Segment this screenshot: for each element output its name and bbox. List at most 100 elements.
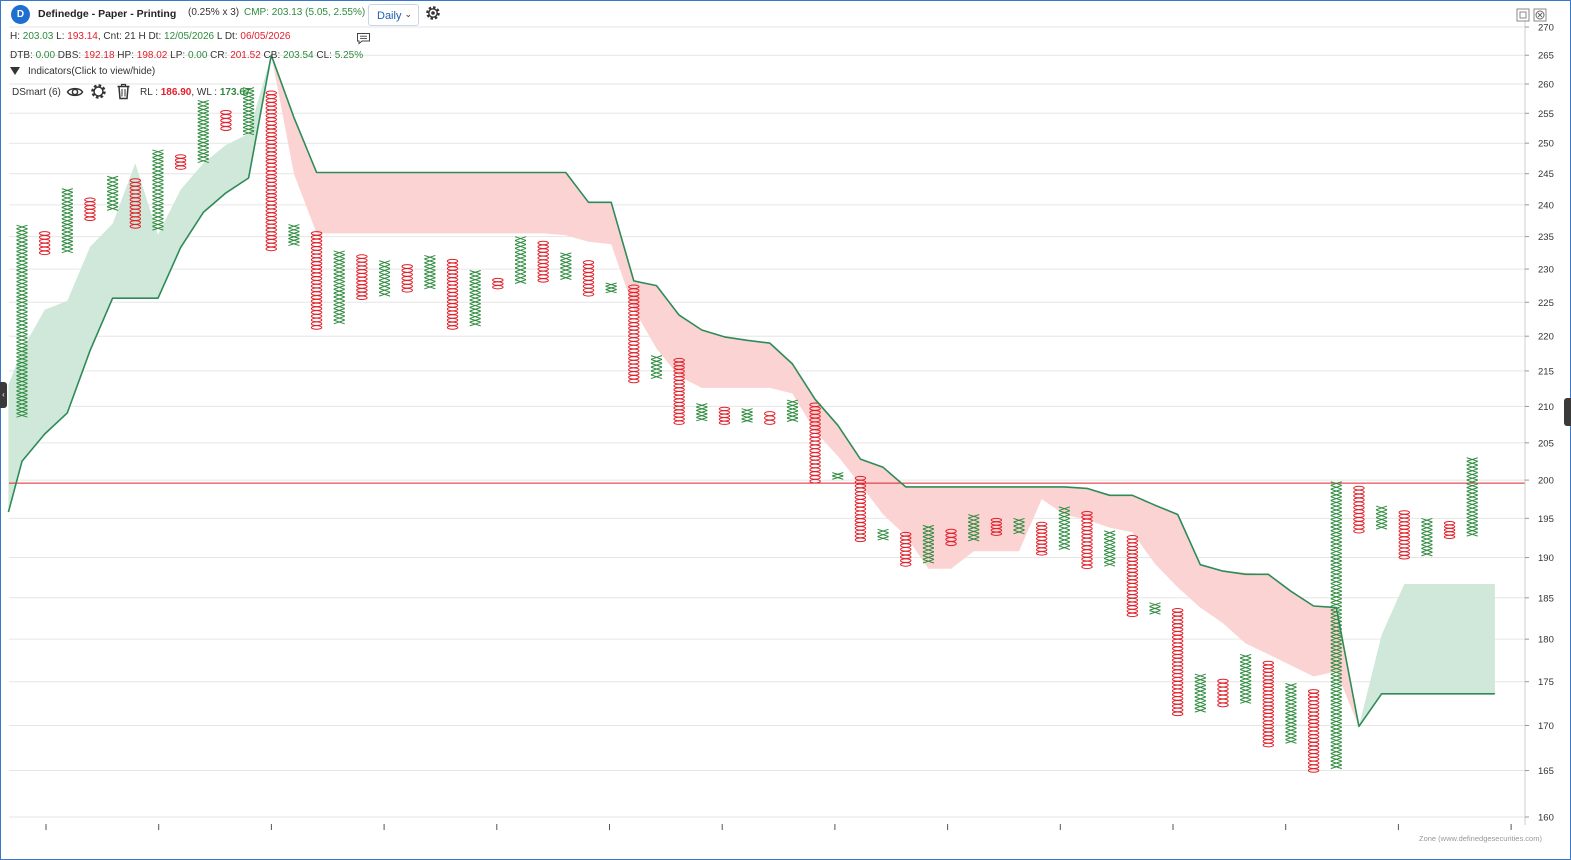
x-box	[1149, 606, 1161, 611]
o-box	[446, 314, 459, 319]
x-box	[152, 218, 164, 223]
dsmart-indicator-label: DSmart (6)	[12, 87, 61, 98]
x-box	[469, 318, 481, 323]
x-box	[1330, 756, 1342, 762]
o-box	[38, 231, 51, 236]
o-box	[310, 291, 323, 296]
o-box	[628, 325, 640, 331]
x-box	[16, 251, 28, 256]
x-box	[152, 222, 164, 227]
x-box	[469, 314, 481, 319]
x-box	[469, 270, 481, 275]
gear-icon[interactable]	[425, 5, 441, 21]
popout-icon[interactable]	[1516, 8, 1530, 22]
o-box	[1262, 694, 1275, 699]
x-box	[1330, 579, 1342, 584]
x-box	[1330, 677, 1342, 683]
x-box	[1104, 534, 1116, 540]
x-box	[469, 292, 481, 297]
o-box	[1262, 660, 1275, 666]
o-box	[38, 234, 51, 240]
x-box	[16, 398, 28, 403]
o-box	[356, 258, 368, 263]
wl-value: 173.67	[219, 87, 251, 98]
o-box	[446, 295, 459, 301]
x-box	[61, 225, 73, 231]
x-box	[197, 114, 209, 120]
o-box	[1081, 560, 1093, 566]
timeframe-select[interactable]: Daily ⌄	[368, 4, 419, 26]
o-box	[1307, 734, 1320, 739]
x-box	[16, 326, 28, 331]
x-box	[333, 315, 345, 321]
x-box	[1058, 537, 1071, 543]
gear-icon[interactable]	[90, 83, 107, 100]
expand-panel-handle[interactable]	[1564, 398, 1571, 426]
current-market-price: CMP: 203.13 (5.05, 2.55%)	[244, 7, 366, 18]
x-box	[333, 304, 345, 309]
x-box	[922, 524, 935, 530]
x-box	[424, 262, 436, 267]
x-box	[1239, 684, 1252, 689]
x-box	[16, 284, 28, 290]
o-box	[265, 162, 277, 168]
o-box	[1081, 533, 1093, 539]
eye-icon[interactable]	[66, 84, 84, 100]
x-box	[514, 267, 527, 273]
x-box	[152, 164, 164, 170]
o-column	[628, 284, 640, 384]
o-box	[582, 283, 595, 289]
o-box	[673, 376, 685, 381]
close-icon[interactable]	[1533, 8, 1547, 22]
x-box	[605, 282, 617, 287]
x-box	[61, 248, 73, 254]
o-box	[310, 325, 323, 330]
x-box	[922, 536, 935, 541]
x-column	[469, 270, 481, 327]
indicators-toggle[interactable]: Indicators(Click to view/hide)	[10, 66, 155, 77]
dsmart-band-green	[8, 55, 272, 513]
x-box	[1466, 524, 1478, 530]
y-tick-label: 220	[1538, 332, 1554, 343]
y-tick-label: 205	[1538, 438, 1554, 449]
o-box	[1081, 522, 1093, 528]
y-tick-label: 190	[1538, 553, 1554, 564]
o-box	[1353, 520, 1365, 526]
o-box	[854, 537, 867, 543]
x-box	[1104, 561, 1116, 567]
o-box	[265, 94, 277, 99]
hp-value: 198.02	[136, 50, 168, 61]
o-box	[718, 417, 731, 422]
x-box	[152, 214, 164, 220]
o-box	[265, 223, 277, 229]
x-box	[1285, 735, 1297, 740]
x-box	[333, 273, 345, 279]
o-box	[764, 419, 776, 425]
dbs-value: 192.18	[83, 50, 115, 61]
x-box	[16, 409, 28, 414]
x-box	[469, 273, 481, 279]
o-box	[809, 452, 821, 457]
o-box	[1126, 568, 1139, 573]
x-column	[1421, 517, 1433, 557]
trash-icon[interactable]	[116, 83, 131, 100]
o-box	[174, 165, 187, 170]
x-box	[1330, 647, 1342, 652]
o-box	[310, 272, 323, 278]
o-column	[1126, 535, 1139, 618]
x-box	[741, 415, 753, 420]
x-box	[514, 247, 527, 253]
o-box	[1307, 711, 1320, 717]
comment-icon[interactable]	[356, 32, 371, 45]
o-box	[1171, 627, 1184, 632]
x-box	[1330, 658, 1342, 664]
x-box	[469, 284, 481, 290]
x-box	[1466, 502, 1478, 507]
x-box	[152, 191, 164, 197]
o-box	[401, 287, 413, 293]
o-column	[492, 277, 504, 290]
o-box	[1398, 521, 1410, 526]
collapse-panel-handle[interactable]: ‹	[0, 382, 7, 408]
o-box	[718, 420, 731, 425]
